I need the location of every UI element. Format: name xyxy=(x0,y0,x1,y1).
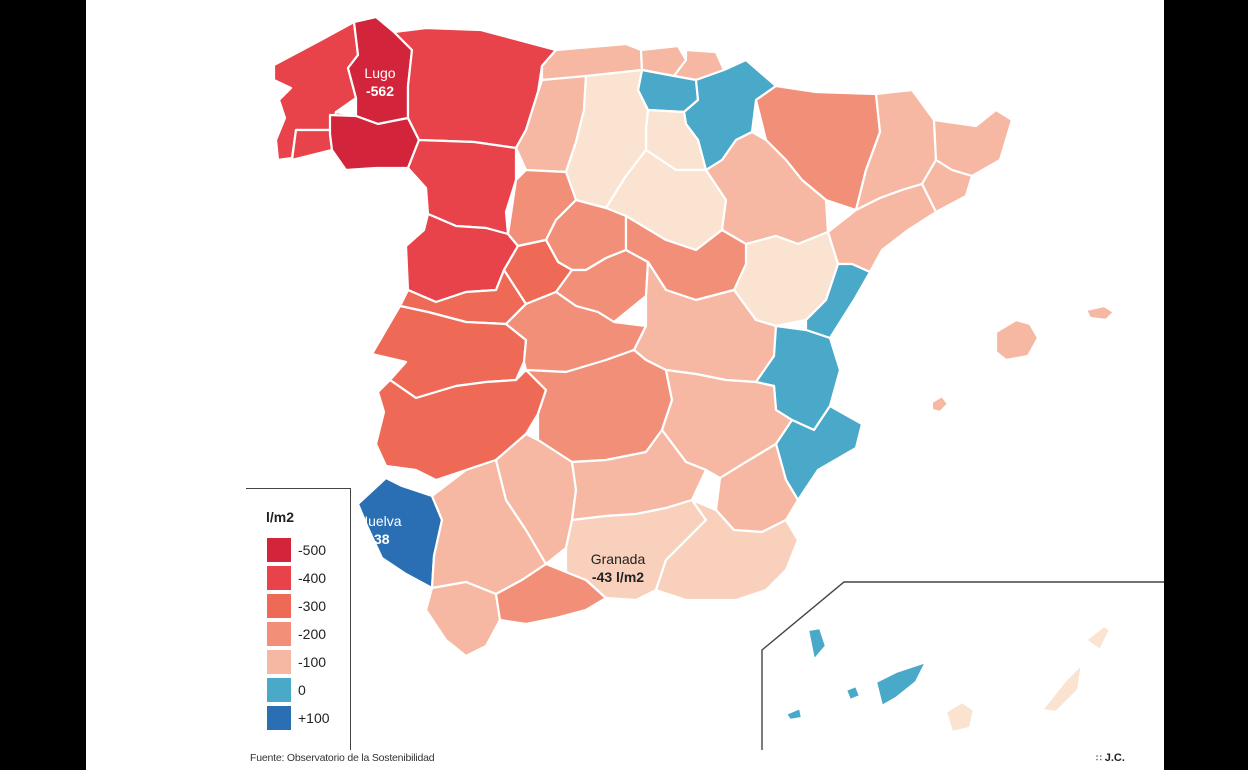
province-ourense xyxy=(328,113,421,172)
spain-rainfall-map xyxy=(272,15,1164,750)
legend-swatch xyxy=(267,538,291,562)
canary-inset-frame xyxy=(761,581,1164,750)
island-mallorca xyxy=(994,318,1040,362)
island-menorca xyxy=(1084,304,1116,322)
legend-swatch xyxy=(267,594,291,618)
legend-swatch xyxy=(267,706,291,730)
legend-item: -500 xyxy=(267,538,357,562)
legend-item: -400 xyxy=(267,566,357,590)
author-credit: ∷ J.C. xyxy=(1096,752,1125,764)
island-fuerteventura xyxy=(1040,662,1084,714)
label-huelva-name: Huelva xyxy=(358,513,402,529)
legend-label: -500 xyxy=(298,542,327,558)
label-granada-value: -43 l/m2 xyxy=(591,569,645,585)
legend-title: l/m2 xyxy=(266,509,295,525)
source-note: Fuente: Observatorio de la Sostenibilida… xyxy=(250,752,435,764)
island-tenerife xyxy=(874,660,928,708)
legend: l/m2 -500 -400 -300 -200 -100 0 +100 xyxy=(246,488,351,750)
legend-item: -100 xyxy=(267,650,357,674)
legend-label: -100 xyxy=(298,654,327,670)
label-huelva-value: +138 xyxy=(358,531,390,547)
island-la-palma xyxy=(806,626,828,662)
island-el-hierro xyxy=(784,706,804,722)
province-huesca xyxy=(754,84,882,212)
legend-swatch xyxy=(267,678,291,702)
legend-item: -200 xyxy=(267,622,357,646)
label-granada-name: Granada xyxy=(590,551,646,567)
label-lugo-value: -562 xyxy=(365,83,395,99)
label-lugo-name: Lugo xyxy=(364,65,396,81)
label-huelva: Huelva +138 xyxy=(358,512,426,548)
island-gran-canaria xyxy=(944,700,976,734)
legend-item: -300 xyxy=(267,594,357,618)
legend-item: 0 xyxy=(267,678,357,702)
island-ibiza xyxy=(930,394,950,414)
legend-item: +100 xyxy=(267,706,357,730)
label-lugo: Lugo -562 xyxy=(348,64,412,100)
legend-label: +100 xyxy=(298,710,330,726)
legend-label: 0 xyxy=(298,682,306,698)
legend-label: -300 xyxy=(298,598,327,614)
legend-label: -200 xyxy=(298,626,327,642)
map-frame: Lugo -562 Huelva +138 Granada -43 l/m2 l… xyxy=(86,0,1164,770)
province-leon xyxy=(406,138,518,236)
credit-dots-icon: ∷ xyxy=(1096,753,1102,763)
legend-swatch xyxy=(267,622,291,646)
province-cadiz xyxy=(424,580,502,658)
label-granada: Granada -43 l/m2 xyxy=(576,550,660,586)
legend-swatch xyxy=(267,650,291,674)
legend-swatch xyxy=(267,566,291,590)
legend-label: -400 xyxy=(298,570,327,586)
island-la-gomera xyxy=(844,684,862,702)
province-almeria xyxy=(654,498,800,602)
island-lanzarote xyxy=(1084,624,1112,652)
credit-text: J.C. xyxy=(1104,752,1125,764)
